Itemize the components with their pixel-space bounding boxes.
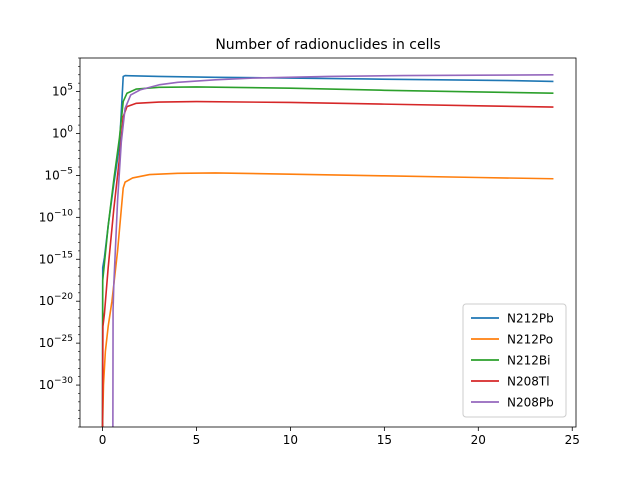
y-tick-label: 100 [52, 124, 73, 140]
series-line-n208tl [101, 100, 554, 427]
legend-label-n212pb: N212Pb [507, 312, 554, 326]
y-tick-label: 10−30 [39, 376, 74, 392]
x-tick-label: 15 [377, 433, 392, 447]
x-tick-label: 5 [193, 433, 201, 447]
legend-box [462, 303, 567, 418]
legend-label-n212bi: N212Bi [507, 354, 550, 368]
y-tick-label: 10−15 [39, 250, 73, 266]
y-tick-label: 10−5 [44, 166, 73, 182]
y-tick-label: 10−10 [39, 208, 74, 224]
y-tick-label: 10−25 [39, 334, 73, 350]
legend: N212Pb N212Po N212Bi N208Tl N208Pb [462, 303, 567, 418]
series-layer [101, 73, 554, 427]
x-axis: 0 5 10 15 20 25 [99, 427, 580, 447]
y-tick-label: 105 [52, 83, 73, 99]
legend-label-n212po: N212Po [507, 333, 553, 347]
y-tick-label: 10−20 [39, 292, 74, 308]
legend-label-n208tl: N208Tl [507, 375, 550, 389]
x-tick-label: 10 [283, 433, 298, 447]
series-line-n212bi [101, 86, 554, 427]
y-axis: 105 100 10−5 10−10 10−15 10−20 10−25 10−30 [39, 57, 80, 428]
x-tick-label: 20 [471, 433, 486, 447]
x-tick-label: 25 [565, 433, 580, 447]
x-tick-label: 0 [99, 433, 107, 447]
series-line-n212po [101, 172, 554, 427]
chart-title: Number of radionuclides in cells [215, 37, 440, 53]
series-line-n208pb [112, 73, 554, 427]
legend-label-n208pb: N208Pb [507, 396, 554, 410]
